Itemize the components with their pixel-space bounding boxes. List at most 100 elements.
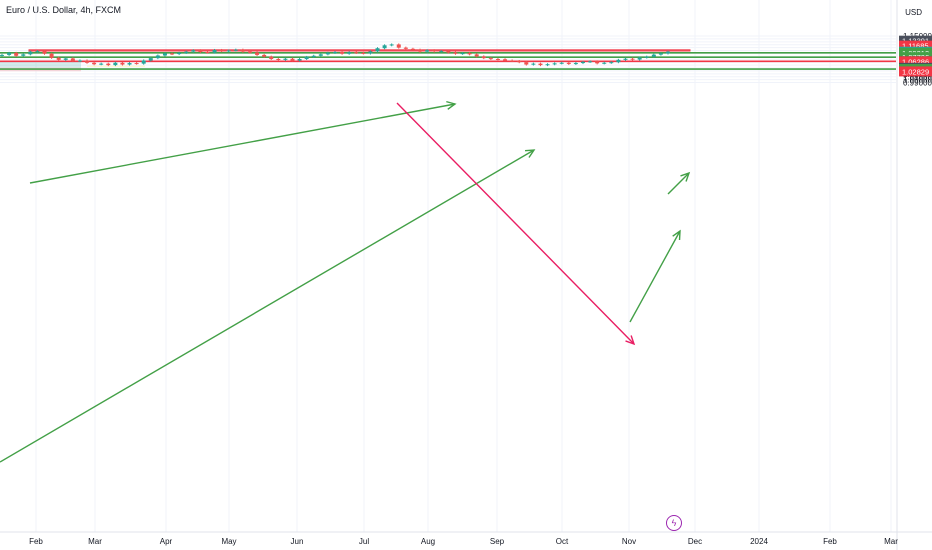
projection-arrow-upper-head xyxy=(680,171,691,182)
candle-body xyxy=(580,61,585,64)
candle-body xyxy=(226,50,231,52)
candle-body xyxy=(113,62,118,66)
projection-arrow-lower-head xyxy=(672,229,681,241)
x-axis-ticks: Feb Mar Apr May Jun Jul Aug Sep Oct Nov Dec 2024 Feb… xyxy=(29,537,898,546)
candle-body xyxy=(198,50,203,53)
candle-body xyxy=(0,54,4,56)
candle-body xyxy=(120,62,125,65)
candle-body xyxy=(368,51,373,54)
candle-body xyxy=(524,62,529,65)
candle-body xyxy=(488,58,493,60)
candle-body xyxy=(559,62,564,64)
upper-trend-arrow-head xyxy=(446,100,457,110)
candles xyxy=(0,43,670,67)
x-tick-label: 2024 xyxy=(750,537,768,546)
candle-body xyxy=(177,52,182,55)
candle-body xyxy=(566,62,571,64)
candle-body xyxy=(141,60,146,64)
candle-body xyxy=(354,52,359,54)
candle-body xyxy=(184,51,189,53)
x-tick-label: Oct xyxy=(556,537,569,546)
candle-body xyxy=(63,58,68,60)
candle-body xyxy=(510,60,515,62)
candle-body xyxy=(588,61,593,63)
candle-body xyxy=(439,51,444,53)
candle-body xyxy=(552,63,557,65)
candle-body xyxy=(616,59,621,63)
candle-body xyxy=(453,52,458,54)
price-tag-label: 1.11685 xyxy=(902,42,929,51)
candle-body xyxy=(276,58,281,60)
candle-body xyxy=(432,50,437,52)
candle-body xyxy=(148,58,153,61)
lightning-icon[interactable]: ϟ xyxy=(666,515,682,531)
candle-body xyxy=(255,52,260,55)
candle-body xyxy=(14,52,19,56)
candle-body xyxy=(495,58,500,60)
price-tag xyxy=(899,66,932,77)
grid-lines xyxy=(0,0,896,532)
candle-body xyxy=(42,51,47,54)
candle-body xyxy=(247,51,252,53)
candle-body xyxy=(474,54,479,57)
candle-body xyxy=(155,55,160,59)
resistance-zone xyxy=(28,49,691,52)
candle-body xyxy=(517,61,522,63)
candle-body xyxy=(77,60,82,62)
candle-body xyxy=(538,63,543,66)
candle-body xyxy=(191,50,196,52)
candle-body xyxy=(162,53,167,56)
candle-body xyxy=(403,47,408,49)
candle-body xyxy=(658,53,663,55)
x-tick-label: Mar xyxy=(884,537,898,546)
candle-body xyxy=(205,52,210,54)
candle-body xyxy=(127,63,132,65)
candle-body xyxy=(644,56,649,58)
candle-body xyxy=(503,59,508,61)
candle-body xyxy=(623,58,628,60)
candle-body xyxy=(382,45,387,49)
candle-body xyxy=(28,51,33,55)
candle-body xyxy=(651,54,656,57)
candle-body xyxy=(99,63,104,65)
candle-body xyxy=(297,58,302,61)
currency-label[interactable]: USD xyxy=(905,8,922,17)
candle-body xyxy=(375,48,380,52)
candle-body xyxy=(92,62,97,65)
x-tick-label: Nov xyxy=(622,537,636,546)
horizontal-levels xyxy=(0,52,896,70)
candle-body xyxy=(545,64,550,66)
candle-body xyxy=(446,51,451,53)
projection-arrow-lower xyxy=(629,230,681,323)
x-tick-label: Mar xyxy=(88,537,102,546)
candle-body xyxy=(269,56,274,59)
candle-body xyxy=(134,63,139,65)
x-tick-label: Sep xyxy=(490,537,505,546)
candle-body xyxy=(410,48,415,50)
profit-zone xyxy=(0,61,81,68)
candle-body xyxy=(85,60,90,63)
price-tag-label: 1.02829 xyxy=(902,67,929,76)
price-tag xyxy=(899,40,932,51)
candle-body xyxy=(7,52,12,55)
candle-body xyxy=(425,50,430,52)
x-tick-label: Feb xyxy=(29,537,43,546)
candle-body xyxy=(418,49,423,52)
rising-trend-arrow xyxy=(0,149,535,463)
y-tick-label: 0.99000 xyxy=(903,79,932,88)
x-tick-label: May xyxy=(221,537,236,546)
candle-body xyxy=(389,44,394,46)
x-tick-label: Apr xyxy=(160,537,173,546)
candle-body xyxy=(311,55,316,57)
candle-body xyxy=(219,49,224,52)
chart-title: Euro / U.S. Dollar, 4h, FXCM xyxy=(6,5,122,15)
trend-drawings xyxy=(0,100,691,463)
x-tick-label: Dec xyxy=(688,537,702,546)
upper-trend-arrow xyxy=(29,103,456,184)
candle-body xyxy=(212,49,217,53)
y-tick-label: 1.00000 xyxy=(903,76,932,85)
y-tick-label: 1.01000 xyxy=(903,73,932,82)
x-tick-label: Feb xyxy=(823,537,837,546)
candle-body xyxy=(325,52,330,55)
